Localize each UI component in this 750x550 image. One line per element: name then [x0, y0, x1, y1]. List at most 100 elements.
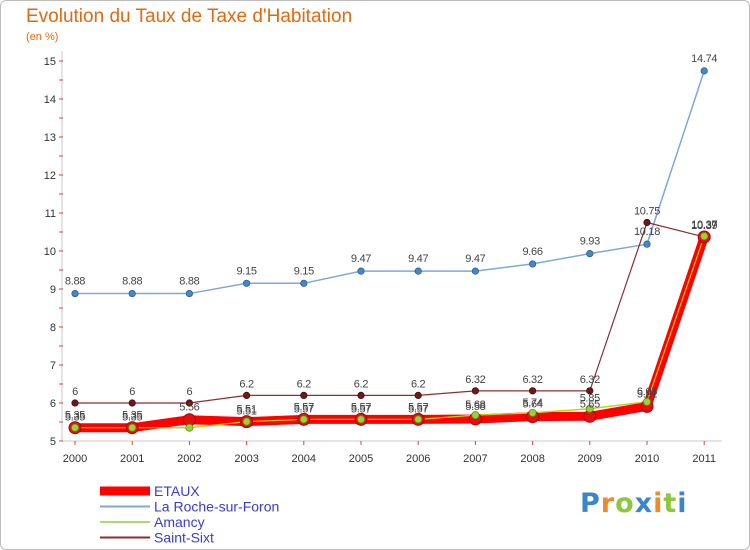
data-label-etaux: 5.35: [122, 410, 142, 422]
data-label-amancy: 5.57: [408, 403, 428, 415]
logo-letter: i: [653, 488, 664, 519]
y-tick-label: 8: [50, 322, 56, 334]
data-label-la-roche-sur-foron: 9.93: [580, 236, 600, 248]
data-label-amancy: 5.68: [465, 399, 485, 411]
data-label-etaux: 5.91: [637, 388, 657, 400]
data-point-amancy: [528, 408, 537, 417]
data-label-la-roche-sur-foron: 14.74: [691, 53, 717, 65]
proxiti-logo: Proxiti: [580, 488, 688, 519]
data-point-saint-sixt: [471, 387, 479, 395]
x-tick-label: 2011: [692, 453, 716, 465]
data-point-amancy: [700, 232, 709, 241]
y-tick-label: 11: [45, 208, 56, 220]
logo-letter: i: [677, 488, 688, 519]
x-tick-label: 2004: [292, 453, 316, 465]
data-point-la-roche-sur-foron: [128, 289, 136, 298]
data-point-amancy: [185, 423, 194, 432]
data-label-etaux: 5.57: [408, 401, 428, 413]
y-tick-label: 6: [50, 398, 56, 410]
data-label-saint-sixt: 6.32: [465, 374, 485, 386]
data-point-saint-sixt: [528, 387, 537, 395]
data-point-amancy: [71, 423, 80, 432]
data-point-saint-sixt: [586, 387, 594, 395]
data-point-saint-sixt: [357, 391, 365, 399]
series-line-la-roche-sur-foron: [75, 70, 705, 295]
data-label-etaux: 5.56: [179, 402, 199, 414]
x-tick-label: 2000: [63, 453, 87, 465]
data-point-la-roche-sur-foron: [357, 267, 365, 275]
data-point-la-roche-sur-foron: [300, 279, 308, 287]
logo-letter: P: [580, 488, 601, 519]
data-label-etaux: 5.58: [465, 401, 485, 413]
x-tick-label: 2006: [406, 453, 430, 465]
data-label-saint-sixt: 6: [129, 386, 135, 398]
data-label-amancy: 5.51: [236, 406, 256, 418]
x-tick-label: 2005: [349, 453, 373, 465]
data-label-etaux: 5.35: [65, 410, 85, 422]
data-point-la-roche-sur-foron: [243, 279, 251, 287]
data-point-amancy: [471, 411, 480, 420]
logo-letter: r: [600, 488, 616, 519]
y-tick-label: 15: [44, 56, 56, 68]
data-point-la-roche-sur-foron: [586, 250, 594, 258]
data-label-la-roche-sur-foron: 9.47: [465, 253, 485, 265]
data-point-saint-sixt: [243, 391, 251, 399]
data-label-amancy: 5.35: [122, 412, 142, 424]
data-point-saint-sixt: [643, 218, 651, 227]
y-tick-label: 7: [50, 360, 56, 372]
data-label-la-roche-sur-foron: 8.88: [122, 276, 142, 288]
x-tick-label: 2009: [578, 453, 602, 465]
x-tick-label: 2002: [177, 453, 201, 465]
series-line-amancy-overlay: [75, 235, 705, 429]
data-point-la-roche-sur-foron: [643, 240, 651, 248]
data-point-amancy: [299, 415, 308, 424]
data-label-amancy: 5.85: [580, 393, 600, 405]
data-label-amancy: 10.39: [691, 220, 717, 232]
x-tick-label: 2007: [463, 453, 487, 465]
logo-letter: t: [663, 488, 678, 519]
x-tick-label: 2003: [234, 453, 258, 465]
data-label-la-roche-sur-foron: 9.47: [408, 253, 428, 265]
data-label-saint-sixt: 6.2: [239, 378, 254, 390]
logo-letter: x: [634, 488, 654, 519]
data-label-la-roche-sur-foron: 10.18: [634, 226, 660, 238]
data-label-saint-sixt: 6.2: [297, 378, 312, 390]
legend-label: Amancy: [154, 514, 205, 530]
data-label-amancy: 5.35: [65, 412, 85, 424]
data-label-saint-sixt: 10.75: [634, 206, 660, 218]
data-point-amancy: [643, 397, 652, 406]
chart-title: Evolution du Taux de Taxe d'Habitation: [26, 6, 353, 27]
legend-label: La Roche-sur-Foron: [154, 499, 279, 515]
x-tick-label: 2008: [520, 453, 544, 465]
data-point-saint-sixt: [185, 399, 193, 407]
chart-subtitle: (en %): [26, 31, 59, 43]
y-tick-label: 14: [44, 94, 56, 106]
data-point-amancy: [356, 415, 365, 424]
data-label-etaux: 5.65: [580, 398, 600, 410]
data-label-etaux: 5.57: [351, 401, 371, 413]
data-label-saint-sixt: 6: [72, 386, 78, 398]
data-label-saint-sixt: 10.37: [691, 220, 717, 232]
data-label-etaux: 10.37: [691, 219, 717, 231]
data-point-la-roche-sur-foron: [414, 267, 422, 275]
data-point-saint-sixt: [128, 399, 136, 407]
data-point-la-roche-sur-foron: [71, 289, 79, 298]
y-tick-label: 13: [44, 132, 56, 144]
y-tick-label: 12: [44, 170, 56, 182]
legend-label: ETAUX: [154, 483, 200, 499]
legend-label: Saint-Sixt: [154, 530, 214, 546]
y-tick-label: 10: [44, 246, 56, 258]
data-label-la-roche-sur-foron: 8.88: [179, 276, 199, 288]
data-label-amancy: 5.57: [294, 403, 314, 415]
data-label-amancy: 6.03: [637, 386, 657, 398]
data-point-la-roche-sur-foron: [185, 289, 193, 298]
data-label-saint-sixt: 6.32: [580, 374, 600, 386]
data-label-amancy: 5.74: [522, 397, 542, 409]
data-point-amancy: [585, 404, 594, 413]
data-label-saint-sixt: 6.32: [522, 374, 542, 386]
data-label-saint-sixt: 6.2: [354, 378, 369, 390]
series-line-saint-sixt: [75, 221, 705, 404]
data-point-la-roche-sur-foron: [700, 67, 708, 75]
